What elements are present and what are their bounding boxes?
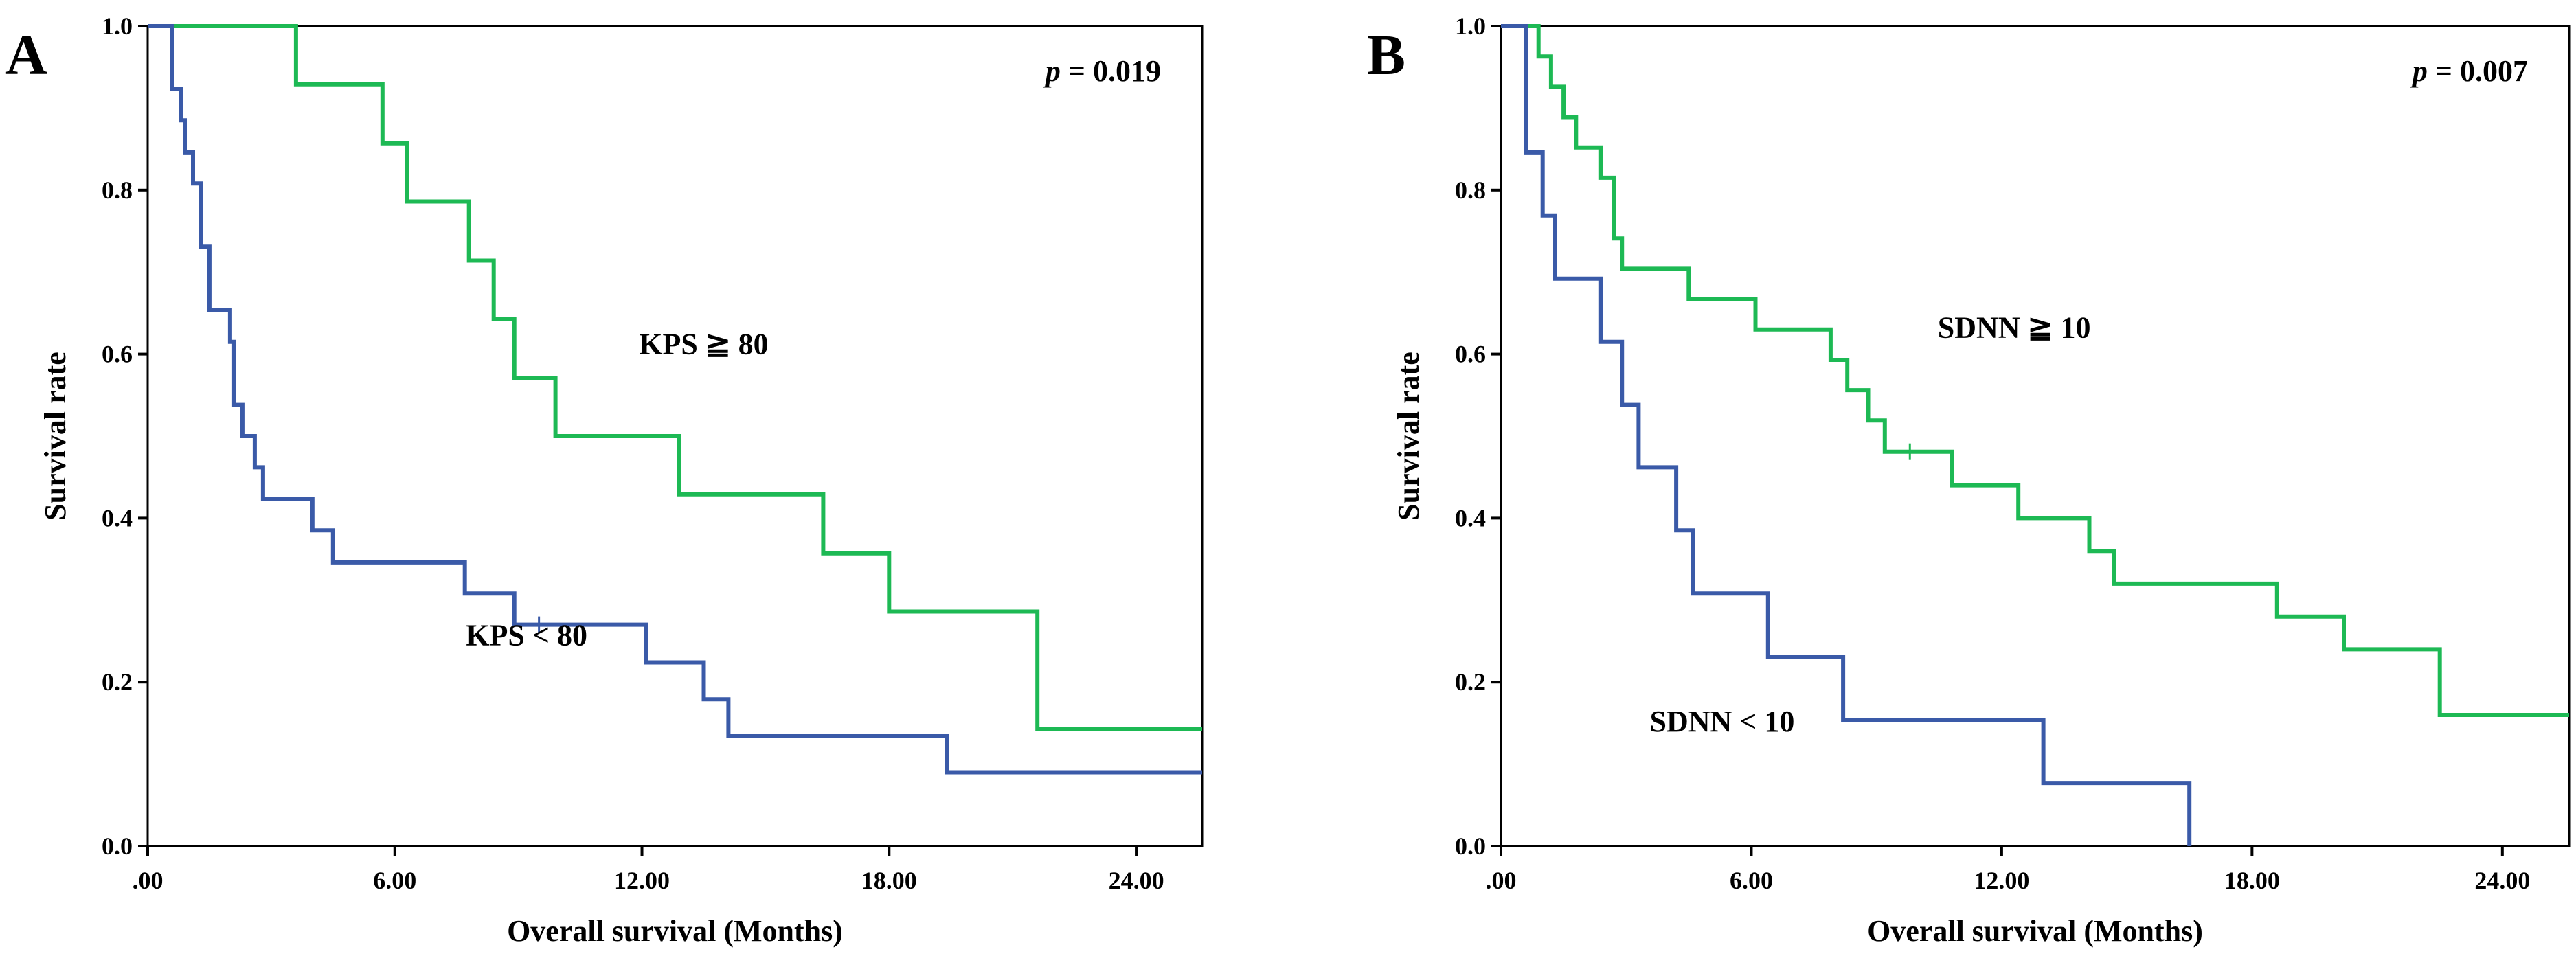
p-value-label: p = 0.019: [1043, 54, 1161, 88]
series-label: KPS ≧ 80: [639, 328, 768, 361]
y-tick-label: 0.4: [1455, 504, 1486, 532]
y-tick-label: 0.0: [1455, 832, 1486, 860]
survival-curve-high: [148, 24, 1202, 731]
x-tick-label: 24.00: [1109, 867, 1164, 894]
p-value-text: = 0.019: [1061, 54, 1161, 88]
y-tick-label: 1.0: [102, 12, 133, 40]
x-tick-label: .00: [133, 867, 163, 894]
x-tick-label: 12.00: [1974, 867, 2029, 894]
y-tick-label: 0.2: [102, 668, 133, 696]
y-tick-label: 0.8: [1455, 177, 1486, 204]
x-tick-label: .00: [1486, 867, 1517, 894]
y-axis-title: Survival rate: [38, 352, 72, 521]
x-tick-label: 6.00: [373, 867, 416, 894]
y-tick-label: 0.6: [1455, 341, 1486, 368]
p-value-text: = 0.007: [2428, 54, 2528, 88]
survival-curve-low: [1501, 24, 2192, 846]
x-axis-title: Overall survival (Months): [507, 914, 843, 948]
p-value-label: p = 0.007: [2410, 54, 2528, 88]
x-tick-label: 18.00: [861, 867, 917, 894]
series-label: KPS < 80: [466, 618, 587, 652]
x-tick-label: 18.00: [2224, 867, 2280, 894]
p-symbol: p: [1043, 54, 1061, 88]
y-tick-label: 0.2: [1455, 668, 1486, 696]
y-tick-label: 0.8: [102, 177, 133, 204]
y-tick-label: 1.0: [1455, 12, 1486, 40]
p-symbol: p: [2410, 54, 2428, 88]
x-tick-label: 24.00: [2474, 867, 2530, 894]
survival-curve-high: [1501, 24, 2569, 717]
chart-panel-a: 0.0 0.2 0.4 0.6 0.8 1.0 .00 6.00 12.00 18.00 24.00…: [5, 12, 1204, 948]
survival-curve-low: [148, 24, 1202, 775]
series-label: SDNN ≧ 10: [1938, 311, 2091, 345]
y-tick-label: 0.4: [102, 504, 133, 532]
y-axis-title: Survival rate: [1392, 352, 1425, 521]
panel-letter: A: [5, 23, 47, 87]
plot-frame: [146, 25, 1204, 847]
plot-frame: [1500, 25, 2571, 847]
chart-panel-b: 0.0 0.2 0.4 0.6 0.8 1.0 .00 6.00 12.00 18.00 24.00…: [1367, 12, 2571, 948]
x-tick-label: 6.00: [1730, 867, 1773, 894]
y-tick-label: 0.6: [102, 341, 133, 368]
x-axis-title: Overall survival (Months): [1867, 914, 2203, 948]
series-label: SDNN < 10: [1649, 705, 1794, 738]
y-tick-label: 0.0: [102, 832, 133, 860]
panel-letter: B: [1367, 23, 1405, 87]
x-tick-label: 12.00: [614, 867, 670, 894]
